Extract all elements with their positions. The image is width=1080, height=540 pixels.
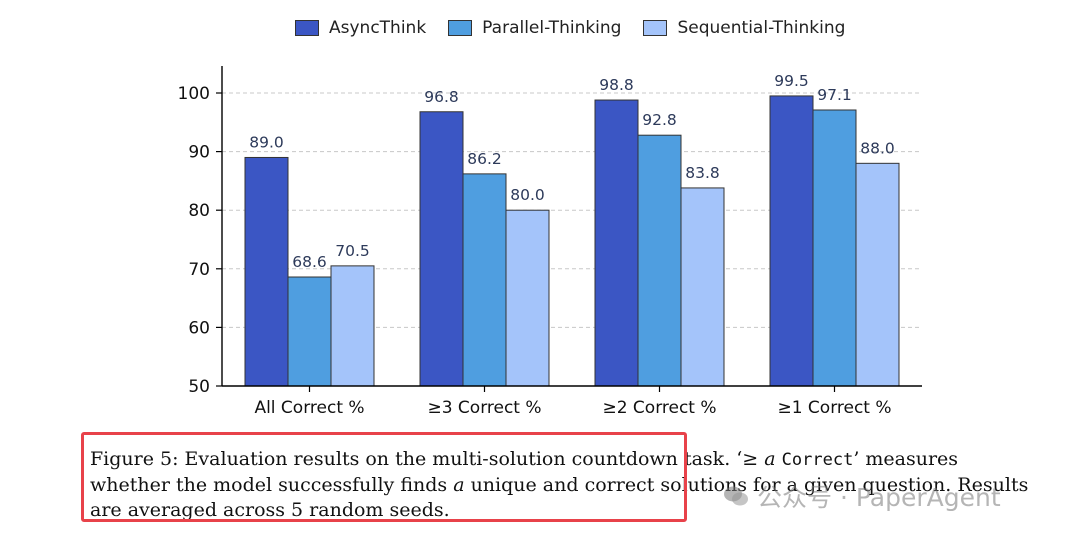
- x-tick-label: ≥3 Correct %: [427, 398, 541, 418]
- data-label: 88.0: [860, 139, 895, 157]
- caption-text: Figure 5: Evaluation results on the mult…: [90, 448, 765, 470]
- data-label: 92.8: [642, 111, 677, 129]
- y-tick-label: 80: [188, 201, 210, 221]
- bar: [594, 99, 639, 387]
- legend-label: AsyncThink: [329, 18, 427, 38]
- data-label: 98.8: [599, 76, 634, 94]
- legend-label: Sequential-Thinking: [677, 18, 846, 38]
- legend: AsyncThink Parallel-Thinking Sequential-…: [295, 18, 845, 38]
- caption-text: ’ measures whether the model successfull…: [90, 448, 959, 496]
- data-labels: 89.0 68.6 70.5 96.8 86.2 80.0 98.8 92.8 83.8 99.5…: [249, 72, 895, 271]
- legend-swatch: [643, 20, 668, 36]
- legend-item-asyncthink: AsyncThink: [295, 18, 426, 38]
- caption-text: unique and correct solutions for a given…: [90, 474, 1029, 521]
- bar: [812, 109, 857, 387]
- watermark: 公众号 · PaperAgent: [723, 478, 1001, 514]
- wechat-icon: [724, 486, 748, 506]
- bar: [855, 162, 900, 387]
- bar: [330, 265, 375, 387]
- legend-item-sequential-thinking: Sequential-Thinking: [643, 18, 845, 38]
- legend-label: Parallel-Thinking: [482, 18, 622, 38]
- data-label: 86.2: [467, 150, 502, 168]
- y-tick-label: 90: [188, 143, 210, 163]
- x-tick-label: ≥2 Correct %: [602, 398, 716, 418]
- y-tick-label: 60: [188, 318, 210, 338]
- highlight-box: [81, 432, 687, 522]
- caption-variable: a: [764, 448, 776, 470]
- legend-item-parallel-thinking: Parallel-Thinking: [448, 18, 621, 38]
- legend-swatch: [448, 20, 473, 36]
- x-tick-label: ≥1 Correct %: [777, 398, 891, 418]
- bar: [419, 111, 464, 387]
- watermark-text: 公众号 · PaperAgent: [757, 483, 1001, 512]
- x-tick-label: All Correct %: [254, 398, 364, 418]
- data-label: 96.8: [424, 88, 459, 106]
- bar: [769, 95, 814, 387]
- caption-code: Correct: [781, 450, 854, 470]
- data-label: 97.1: [817, 86, 852, 104]
- bar: [637, 134, 682, 387]
- bar-chart: 89.0 68.6 70.5 96.8 86.2 80.0 98.8 92.8 83.8 99.5…: [178, 66, 922, 418]
- bar: [287, 276, 332, 387]
- bar: [462, 173, 507, 387]
- caption-variable: a: [453, 474, 465, 496]
- legend-swatch: [295, 20, 319, 36]
- data-label: 80.0: [510, 186, 545, 204]
- bar: [505, 209, 550, 387]
- data-label: 89.0: [249, 133, 284, 151]
- axes: 50 60 70 80 90 100 All Correct % ≥3 Correct % ≥2…: [178, 66, 922, 418]
- data-label: 68.6: [292, 253, 327, 271]
- data-label: 99.5: [774, 72, 809, 90]
- data-label: 83.8: [685, 164, 720, 182]
- bars: [244, 95, 900, 387]
- y-tick-label: 70: [188, 260, 210, 280]
- y-tick-label: 100: [178, 84, 210, 104]
- figure-caption: Figure 5: Evaluation results on the mult…: [90, 447, 1040, 523]
- bar: [244, 156, 289, 387]
- bar: [680, 187, 725, 387]
- y-tick-label: 50: [188, 377, 210, 397]
- data-label: 70.5: [335, 242, 370, 260]
